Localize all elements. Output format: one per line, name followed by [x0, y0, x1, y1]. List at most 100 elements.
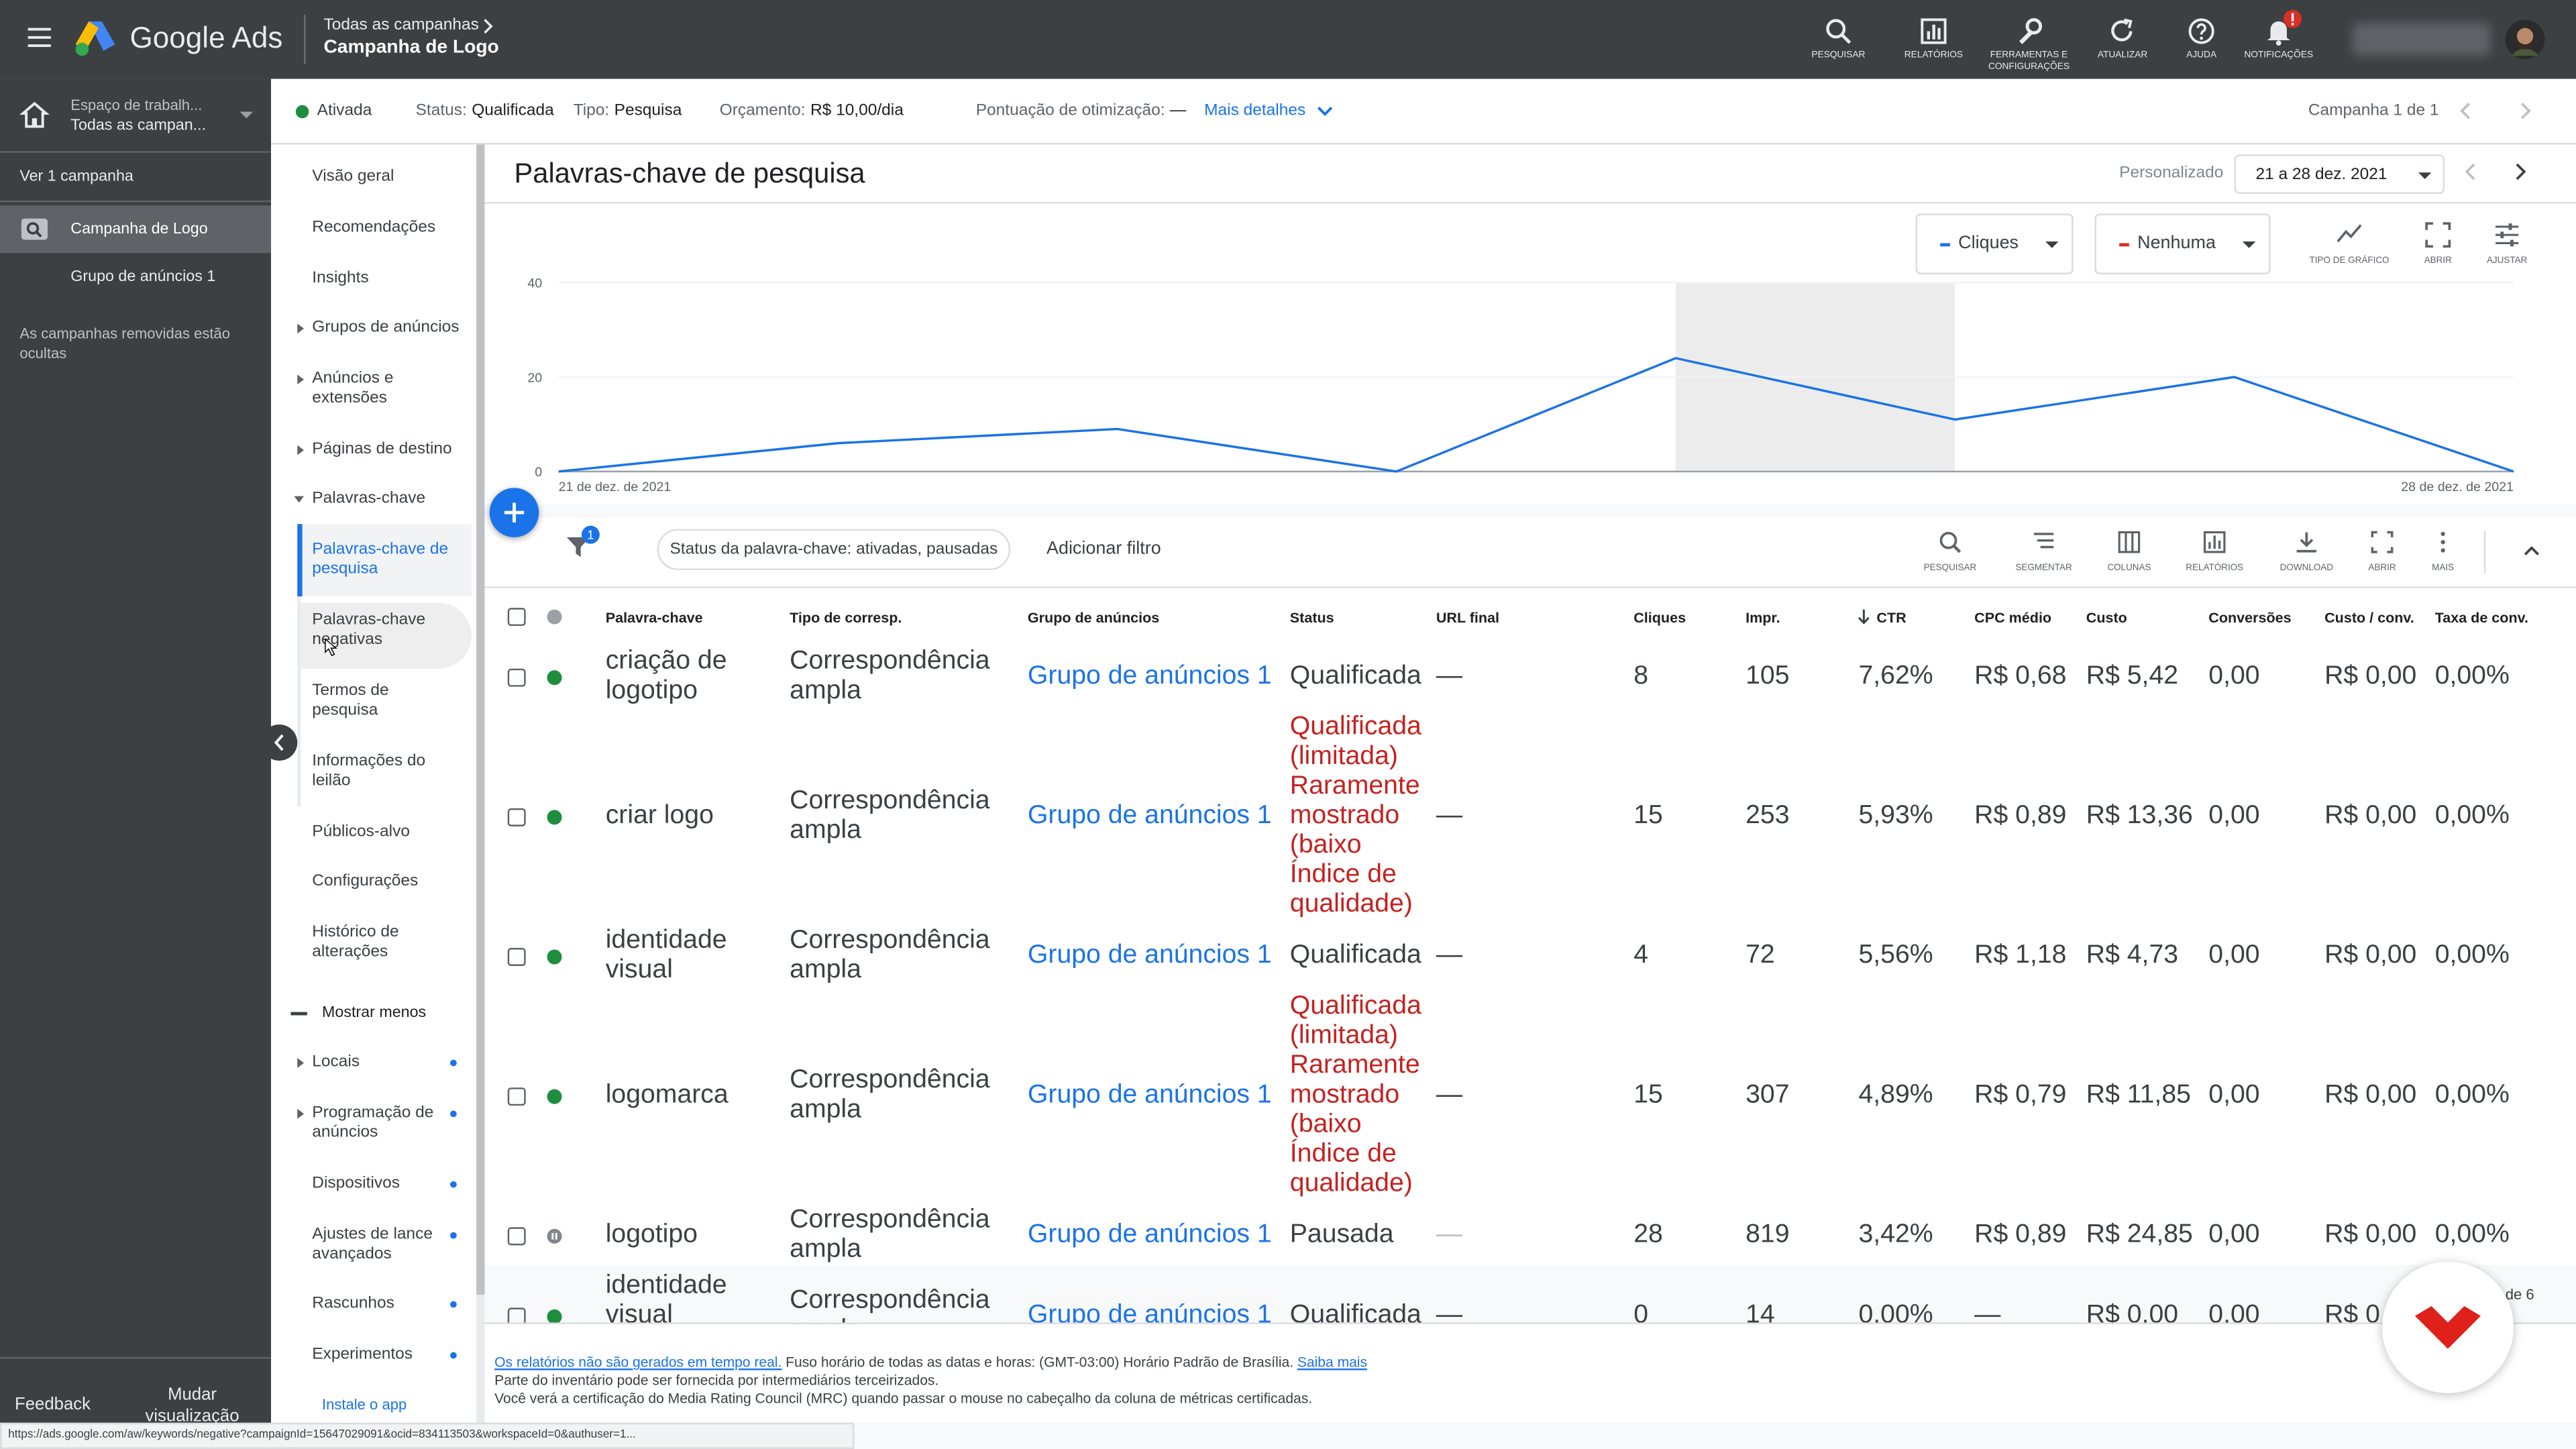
avatar[interactable]	[2505, 19, 2545, 60]
collapse-panel-button[interactable]	[261, 724, 298, 761]
table-tool-icon[interactable]	[2118, 531, 2141, 553]
toolbar-label[interactable]: PESQUISAR	[1811, 50, 1866, 61]
add-keyword-button[interactable]	[489, 488, 539, 537]
menu-item[interactable]: Recomendações	[312, 218, 436, 237]
menu-item[interactable]: Termos de pesquisa	[312, 682, 389, 720]
chart-tool-icon[interactable]	[2425, 222, 2451, 248]
menu-icon[interactable]	[28, 28, 51, 48]
ad-group-name[interactable]: Grupo de anúncios 1	[70, 268, 216, 286]
table-tool-label[interactable]: RELATÓRIOS	[2186, 564, 2244, 574]
chart-tool-label[interactable]: TIPO DE GRÁFICO	[2309, 256, 2390, 266]
chart-tool-label[interactable]: ABRIR	[2424, 256, 2452, 266]
menu-item[interactable]: Palavras-chave de pesquisa	[312, 540, 449, 579]
menu-item[interactable]: Programação de anúncios	[312, 1104, 434, 1142]
toolbar-label[interactable]: ATUALIZAR	[2097, 50, 2148, 61]
toolbar-icon[interactable]	[1921, 18, 1947, 44]
toolbar-label[interactable]: RELATÓRIOS	[1904, 50, 1964, 61]
table-tool-label[interactable]: DOWNLOAD	[2279, 564, 2334, 574]
table-tool-label[interactable]: ABRIR	[2368, 564, 2396, 574]
workspace-value[interactable]: Todas as campan...	[70, 116, 207, 135]
menu-item[interactable]: Configurações	[312, 872, 419, 891]
column-header[interactable]: Conversões	[2208, 608, 2292, 625]
collapse-table-tools[interactable]	[2524, 545, 2540, 555]
add-filter[interactable]: Adicionar filtro	[1046, 539, 1161, 559]
checkbox[interactable]	[507, 1226, 526, 1245]
menu-item[interactable]: Públicos-alvo	[312, 822, 410, 841]
breadcrumb[interactable]: Todas as campanhas	[323, 16, 479, 35]
filter-chip[interactable]: Status da palavra-chave: ativadas, pausa…	[657, 529, 1011, 570]
checkbox[interactable]	[507, 667, 526, 686]
ad-group-link[interactable]: Grupo de anúncios 1	[1027, 1081, 1272, 1110]
chart-tool-icon[interactable]	[2494, 222, 2520, 248]
campaign-row-selected[interactable]: Campanha de Logo	[0, 205, 272, 254]
table-tool-icon[interactable]	[2203, 531, 2226, 553]
menu-item[interactable]: Anúncios e extensões	[312, 370, 394, 408]
menu-item[interactable]: Ajustes de lance avançados	[312, 1225, 433, 1264]
prev-campaign[interactable]	[2459, 102, 2471, 120]
menu-item[interactable]: Visão geral	[312, 167, 394, 186]
toolbar-icon[interactable]	[2109, 18, 2135, 44]
toolbar-icon[interactable]	[2016, 17, 2043, 44]
menu-item[interactable]: Locais	[312, 1053, 360, 1071]
menu-item[interactable]: Histórico de alterações	[312, 923, 399, 961]
ad-group-link[interactable]: Grupo de anúncios 1	[1027, 661, 1272, 690]
more-details[interactable]: Mais detalhes	[1204, 101, 1306, 120]
filter-icon[interactable]	[566, 537, 590, 557]
column-header[interactable]: Taxa de conv.	[2434, 608, 2528, 625]
toolbar-icon[interactable]	[2265, 18, 2292, 46]
table-tool-icon[interactable]	[2032, 531, 2055, 553]
ad-group-link[interactable]: Grupo de anúncios 1	[1027, 1220, 1272, 1249]
column-header[interactable]: CPC médio	[1974, 608, 2052, 625]
metric-selector[interactable]: Cliques	[1915, 213, 2074, 274]
ad-group-link[interactable]: Grupo de anúncios 1	[1027, 802, 1272, 830]
view-all[interactable]: Ver 1 campanha	[19, 167, 133, 186]
home-icon[interactable]	[19, 101, 50, 128]
feedback[interactable]: Feedback	[15, 1395, 91, 1415]
metric-selector[interactable]: Nenhuma	[2094, 213, 2271, 274]
column-header[interactable]: Status	[1289, 608, 1334, 625]
checkbox[interactable]	[507, 1087, 526, 1105]
table-tool-icon[interactable]	[1939, 531, 1962, 553]
prev-period[interactable]	[2464, 162, 2475, 180]
menu-item[interactable]: Experimentos	[312, 1345, 413, 1364]
checkbox[interactable]	[507, 807, 526, 826]
column-header[interactable]: Tipo de corresp.	[790, 608, 902, 625]
menu-item[interactable]: Páginas de destino	[312, 440, 452, 459]
table-tool-icon[interactable]	[2295, 531, 2318, 553]
table-tool-label[interactable]: COLUNAS	[2107, 564, 2151, 574]
chart-tool-icon[interactable]	[2336, 222, 2362, 248]
menu-item[interactable]: Palavras-chave	[312, 489, 426, 508]
column-header[interactable]: Palavra-chave	[605, 608, 703, 625]
column-header[interactable]: Custo / conv.	[2324, 608, 2414, 625]
column-header[interactable]: Grupo de anúncios	[1027, 608, 1160, 625]
date-picker[interactable]: 21 a 28 dez. 2021	[2234, 154, 2445, 194]
table-tool-label[interactable]: SEGMENTAR	[2015, 564, 2072, 574]
toolbar-label[interactable]: AJUDA	[2186, 50, 2217, 61]
table-tool-icon[interactable]	[2431, 531, 2454, 553]
toolbar-icon[interactable]	[1825, 18, 1851, 44]
column-header[interactable]: URL final	[1436, 608, 1500, 625]
menu-item[interactable]: Grupos de anúncios	[312, 319, 460, 337]
table-tool-icon[interactable]	[2371, 531, 2394, 553]
table-tool-label[interactable]: MAIS	[2432, 564, 2455, 574]
menu-item[interactable]: Insights	[312, 269, 369, 288]
menu-item[interactable]: Dispositivos	[312, 1175, 400, 1193]
show-less[interactable]: Mostrar menos	[322, 1004, 427, 1022]
column-header[interactable]: CTR	[1876, 608, 1907, 625]
checkbox[interactable]	[507, 608, 526, 627]
menu-item[interactable]: Palavras-chave negativas	[312, 611, 426, 649]
learn-more[interactable]: Saiba mais	[1297, 1353, 1368, 1371]
ad-group-link[interactable]: Grupo de anúncios 1	[1027, 941, 1272, 969]
toolbar-label[interactable]: FERRAMENTAS E CONFIGURAÇÕES	[1988, 50, 2070, 72]
install-app[interactable]: Instale o app	[322, 1396, 407, 1413]
next-period[interactable]	[2515, 162, 2526, 180]
chart-tool-label[interactable]: AJUSTAR	[2486, 256, 2528, 266]
table-tool-label[interactable]: PESQUISAR	[1923, 564, 1977, 574]
checkbox[interactable]	[507, 947, 526, 965]
column-header[interactable]: Custo	[2086, 608, 2127, 625]
menu-item[interactable]: Rascunhos	[312, 1294, 394, 1313]
footer-link[interactable]: Os relatórios não são gerados em tempo r…	[494, 1353, 782, 1371]
column-header[interactable]: Impr.	[1746, 608, 1780, 625]
next-campaign[interactable]	[2520, 102, 2532, 120]
menu-item[interactable]: Informações do leilão	[312, 752, 426, 790]
